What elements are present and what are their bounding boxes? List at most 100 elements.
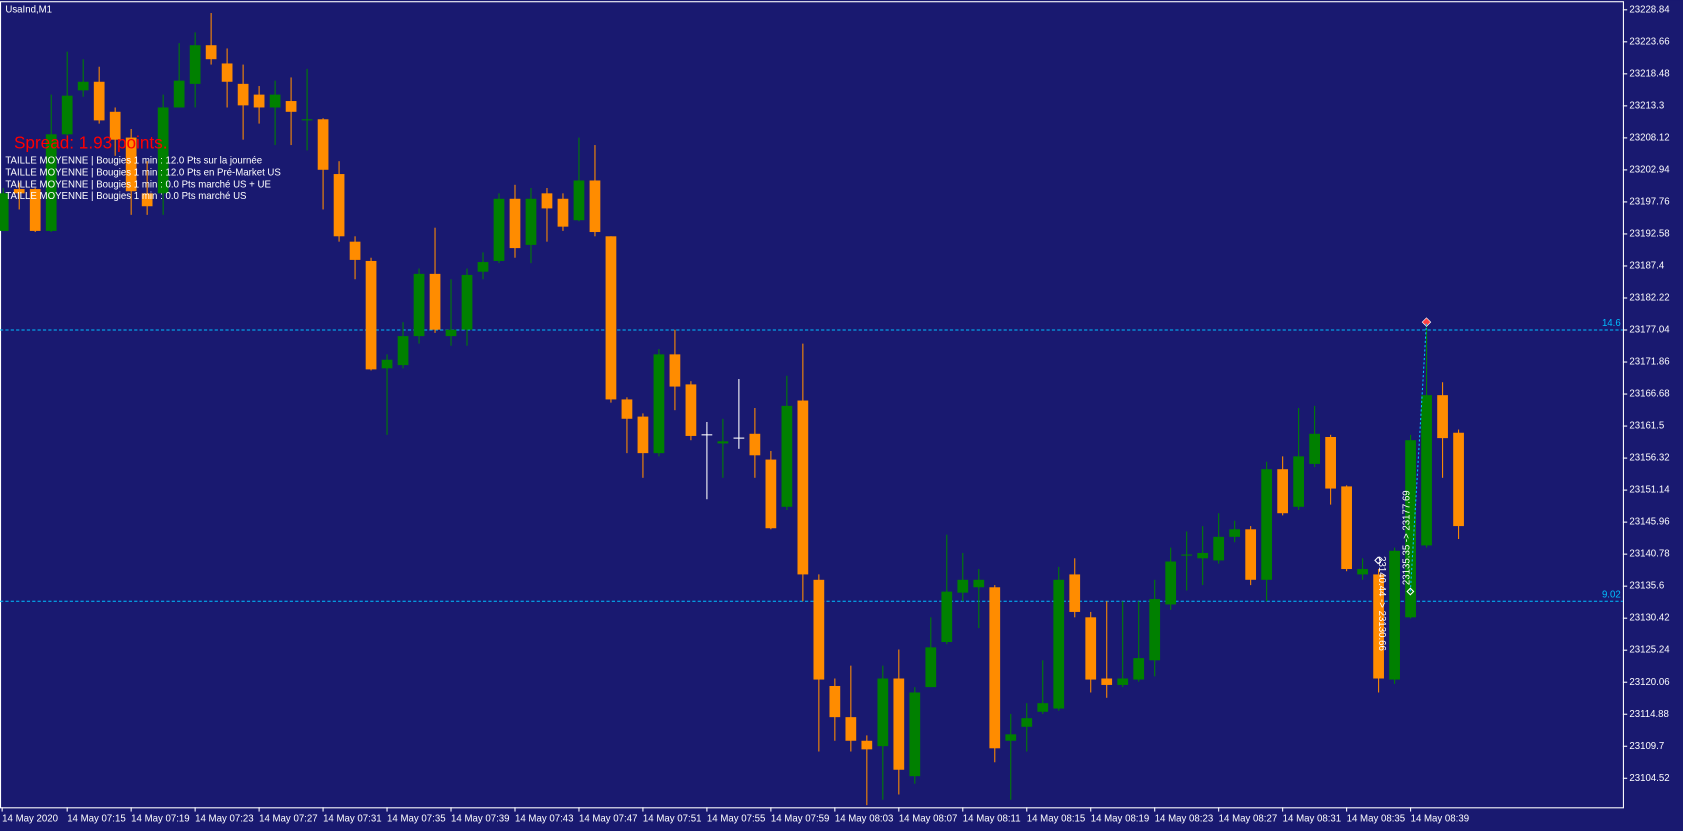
candle-body [669, 354, 681, 387]
candle-body [989, 587, 1001, 749]
candle-body [1005, 734, 1017, 741]
x-tick-label: 14 May 07:19 [131, 814, 190, 825]
plot-frame [0, 1, 1624, 809]
x-tick-label: 14 May 07:35 [387, 814, 446, 825]
candle-body [1085, 617, 1097, 680]
candle-body [1165, 561, 1177, 605]
candle-body [429, 273, 441, 330]
x-tick-label: 14 May 07:39 [451, 814, 510, 825]
candle-body [765, 459, 777, 529]
y-tick-label: 23130.42 [1629, 613, 1669, 624]
y-tick-label: 23171.86 [1629, 357, 1669, 368]
candle-body [477, 262, 489, 272]
candle-body [13, 189, 25, 194]
x-tick-label: 14 May 07:55 [707, 814, 766, 825]
candle-body [125, 137, 137, 192]
y-tick-label: 23228.84 [1629, 4, 1670, 15]
candle-body [1325, 437, 1336, 489]
y-tick-label: 23187.4 [1629, 261, 1665, 272]
candle-body [717, 441, 729, 444]
x-tick-label: 14 May 07:23 [195, 814, 254, 825]
candle-body [1069, 574, 1081, 612]
info-line: TAILLE MOYENNE | Bougies 1 min : 0.0 Pts… [5, 191, 246, 202]
x-tick-label: 14 May 08:15 [1027, 814, 1086, 825]
candle-body [493, 198, 505, 261]
x-tick-label: 14 May 08:23 [1155, 814, 1214, 825]
y-tick-label: 23177.04 [1629, 325, 1670, 336]
y-tick-label: 23145.96 [1629, 517, 1669, 528]
candle-body [685, 384, 697, 436]
y-tick-label: 23218.48 [1629, 68, 1669, 79]
candle-body [109, 111, 121, 140]
chart-title: UsaInd,M1 [5, 4, 52, 15]
x-tick-label: 14 May 08:11 [963, 814, 1021, 825]
candle-body [861, 740, 873, 750]
candle-body [1421, 395, 1432, 546]
candle-body [1037, 703, 1049, 712]
candle-body [573, 180, 585, 221]
candle-body [29, 189, 41, 231]
trade-annotation: 23140.44 -> 23130.66 [1376, 556, 1387, 651]
candle-body [1277, 469, 1289, 514]
level-label: 14.6 [1602, 318, 1621, 329]
candle-body [509, 198, 521, 249]
plot-area [0, 13, 1623, 806]
candle-body [285, 101, 297, 112]
candle-body [1341, 486, 1352, 570]
candle-body [141, 193, 153, 207]
candle-body [413, 273, 425, 337]
candle-body [381, 359, 393, 369]
candle-body [781, 405, 793, 507]
trade-line [1409, 322, 1428, 592]
candle-body [797, 400, 809, 575]
candle-body [957, 579, 969, 593]
spread-text: Spread: 1.93 points. [14, 132, 168, 152]
candle-body [365, 260, 377, 370]
candle-body [45, 134, 57, 231]
y-tick-label: 23125.24 [1629, 645, 1670, 656]
candle-body [317, 119, 329, 170]
y-tick-label: 23151.14 [1629, 485, 1670, 496]
candle-body [1117, 678, 1129, 685]
candle-body [301, 119, 313, 121]
x-tick-label: 14 May 08:31 [1283, 814, 1342, 825]
y-tick-label: 23208.12 [1629, 132, 1669, 143]
trade-annotation: 23135.35 -> 23177.69 [1402, 490, 1413, 585]
x-tick-label: 14 May 08:27 [1219, 814, 1278, 825]
candle-body [973, 579, 985, 588]
candle-body [1437, 395, 1448, 439]
trade-marker [1374, 556, 1383, 565]
x-tick-label: 14 May 07:59 [771, 814, 830, 825]
candle-body [221, 63, 233, 82]
candle-body [749, 433, 761, 456]
candle-body [333, 174, 345, 237]
info-line: TAILLE MOYENNE | Bougies 1 min : 12.0 Pt… [5, 167, 281, 178]
candle-body [893, 678, 905, 770]
candle-body [1197, 552, 1209, 559]
x-tick-label: 14 May 08:35 [1347, 814, 1406, 825]
y-tick-label: 23135.6 [1629, 581, 1664, 592]
y-tick-label: 23192.58 [1629, 228, 1669, 239]
candle-body [605, 236, 617, 400]
candle-body [1293, 456, 1305, 507]
x-tick-label: 14 May 08:07 [899, 814, 958, 825]
candle-body [877, 678, 889, 747]
candle-body [637, 416, 649, 454]
x-tick-label: 14 May 08:19 [1091, 814, 1150, 825]
candle-body [1261, 469, 1273, 580]
candle-body [541, 193, 553, 209]
candle-body [269, 94, 281, 108]
candle-body [1309, 433, 1320, 464]
y-tick-label: 23114.88 [1629, 709, 1669, 720]
y-tick-label: 23156.32 [1629, 453, 1669, 464]
candle-body [829, 685, 841, 718]
level-label: 9.02 [1602, 589, 1621, 600]
candle-body [237, 83, 249, 106]
x-tick-label: 14 May 08:03 [835, 814, 894, 825]
candle-body [445, 329, 457, 337]
y-tick-label: 23104.52 [1629, 773, 1669, 784]
y-tick-label: 23161.5 [1629, 421, 1664, 432]
candle-body [397, 336, 409, 366]
candle-body [1149, 599, 1161, 661]
